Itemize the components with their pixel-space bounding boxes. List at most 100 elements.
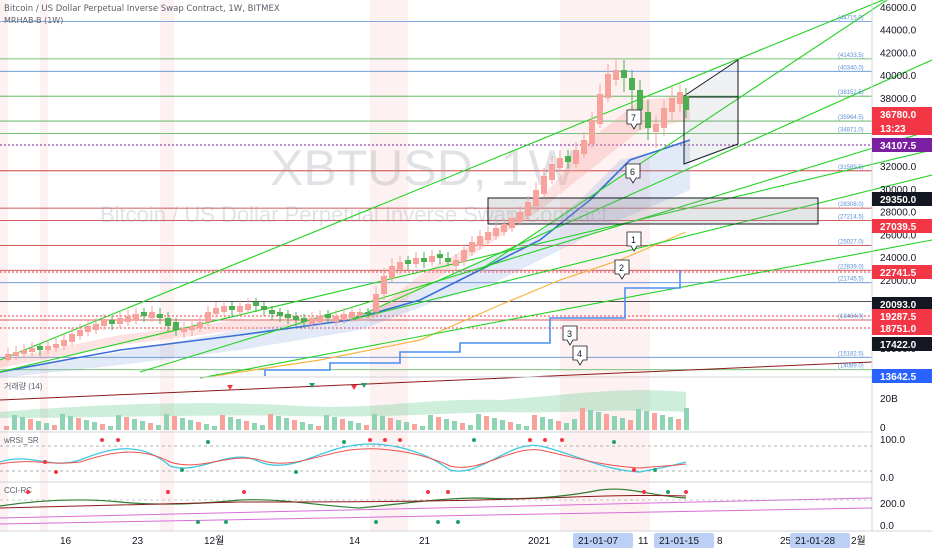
volume-bar-71 — [572, 419, 577, 430]
volume-bar-75 — [604, 414, 609, 430]
time-partial-25: 25 — [780, 536, 792, 547]
price-tag-bg — [872, 138, 932, 152]
highlight-band-0 — [0, 0, 8, 531]
candle-body-60 — [485, 232, 491, 240]
volume-bar-3 — [28, 419, 33, 430]
level-note-21745.5: (21745.5) — [838, 277, 864, 283]
trend-line-6 — [479, 0, 888, 271]
volume-bar-55 — [444, 419, 449, 430]
price-tag-bg — [872, 297, 932, 311]
volume-bar-32 — [260, 425, 265, 430]
price-tag-text: 34107.5 — [880, 141, 917, 152]
candle-body-45 — [365, 312, 371, 314]
cci-trend-lower — [0, 507, 873, 525]
rsi-signal-dot-16 — [294, 470, 298, 474]
volume-bar-27 — [220, 415, 225, 430]
candle-body-35 — [285, 314, 291, 318]
highlight-band-2 — [160, 0, 174, 531]
candle-body-56 — [453, 260, 459, 266]
rsi-signal-dot-1 — [100, 438, 104, 442]
volume-bar-33 — [268, 414, 273, 430]
volume-bar-8 — [68, 416, 73, 430]
rsi-signal-dot-11 — [543, 438, 547, 442]
level-note-28308.0: (28308.0) — [838, 202, 864, 208]
price-tag-29350-0: 29350.0 — [872, 192, 932, 206]
price-tag-bg — [872, 369, 932, 383]
candle-body-18 — [149, 312, 155, 318]
volume-bar-0 — [4, 426, 9, 430]
candle-body-76 — [613, 70, 619, 80]
time-axis[interactable]: 16 23 12월 14 21 2021 21-01-07 11 21-01-1… — [60, 533, 866, 548]
cci-signal-dot-2 — [242, 490, 246, 494]
price-tick-32000.0: 32000.0 — [880, 162, 917, 173]
level-note-35964.5: (35964.5) — [838, 115, 864, 121]
volume-bar-35 — [284, 418, 289, 430]
price-tag-bg — [872, 107, 932, 121]
volume-bar-39 — [316, 426, 321, 430]
candle-body-69 — [557, 158, 563, 168]
cci-signal-dot-4 — [446, 490, 450, 494]
volume-bar-45 — [364, 425, 369, 430]
volume-bar-65 — [524, 426, 529, 430]
candle-body-39 — [317, 316, 323, 322]
candle-body-85 — [683, 96, 689, 110]
volume-bar-76 — [612, 416, 617, 430]
candle-body-1 — [13, 352, 19, 356]
ha-ribbon — [0, 95, 690, 368]
wave-marker-bubble — [626, 231, 642, 252]
volume-bar-34 — [276, 416, 281, 430]
time-highlight-21-01-07: 21-01-07 — [578, 536, 618, 547]
candle-body-2 — [21, 350, 27, 354]
volume-bar-69 — [556, 421, 561, 430]
wave-marker-bubble — [625, 163, 641, 184]
highlight-band-1 — [40, 0, 48, 531]
staircase-line — [264, 270, 681, 376]
candle-body-5 — [45, 346, 51, 350]
candle-body-81 — [653, 124, 659, 132]
volume-tick-20b: 20B — [880, 394, 898, 405]
volume-bar-83 — [668, 417, 673, 430]
volume-label: 거래량 (14) — [4, 381, 43, 391]
volume-bar-82 — [660, 415, 665, 430]
range-box — [487, 197, 819, 225]
volume-bar-74 — [596, 412, 601, 430]
highlight-band-4 — [400, 0, 408, 531]
volume-bar-47 — [380, 416, 385, 430]
trend-line-2 — [139, 129, 932, 373]
candle-body-14 — [117, 318, 123, 324]
candle-body-75 — [605, 74, 611, 98]
wave-marker-text: 4 — [577, 349, 582, 359]
rsi-signal-dot-12 — [560, 438, 564, 442]
volume-bar-9 — [76, 418, 81, 430]
cci-signal-line — [0, 494, 687, 509]
price-tag-text: 20093.0 — [880, 300, 917, 311]
volume-bar-13 — [108, 426, 113, 430]
volume-bar-11 — [92, 422, 97, 430]
volume-bar-78 — [628, 420, 633, 430]
volume-bar-70 — [564, 423, 569, 430]
price-tag-20093-0: 20093.0 — [872, 297, 932, 311]
cci-axis: 200.0 0.0 — [880, 499, 905, 532]
price-tick-26000.0: 26000.0 — [880, 230, 917, 241]
candle-body-80 — [645, 112, 651, 128]
price-tag-bg — [872, 337, 932, 351]
volume-bar-38 — [308, 424, 313, 430]
level-note-27214.5: (27214.5) — [838, 215, 864, 221]
candle-body-65 — [525, 202, 531, 216]
rsi-signal-dot-9 — [472, 438, 476, 442]
rsi-label: wRSI_SR — [3, 436, 39, 445]
cci-signal-dot-6 — [684, 490, 688, 494]
candle-body-38 — [309, 318, 315, 324]
volume-bar-24 — [196, 422, 201, 430]
rsi-signal-dot-7 — [383, 438, 387, 442]
price-tags: 36780.0 13:23 34107.5 29350.0 27039.5 22741.5… — [872, 107, 932, 383]
volume-ribbon — [0, 390, 686, 418]
time-highlight-21-01-15: 21-01-15 — [659, 536, 699, 547]
candle-body-72 — [581, 140, 587, 154]
price-tag-bg — [872, 265, 932, 279]
projection-box — [683, 59, 739, 165]
volume-bar-59 — [476, 414, 481, 430]
volume-bar-61 — [492, 418, 497, 430]
level-note-38152.5: (38152.5) — [838, 90, 864, 96]
